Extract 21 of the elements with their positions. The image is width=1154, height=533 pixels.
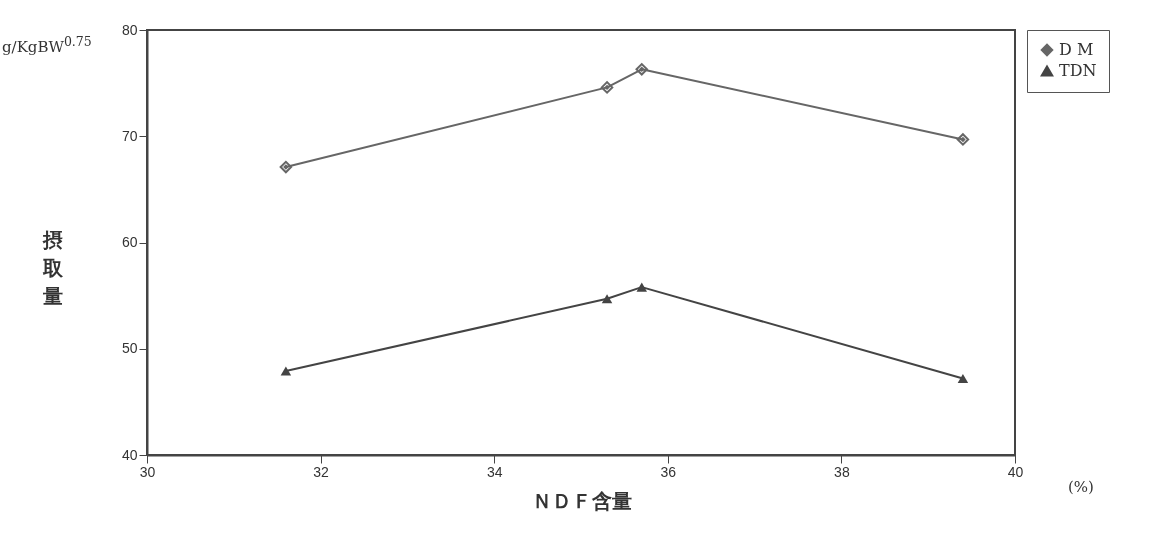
point	[956, 133, 970, 146]
legend-label: D M	[1059, 40, 1094, 59]
point	[635, 63, 648, 76]
y-tick-label: 60	[121, 234, 138, 250]
y-tick-label: 50	[121, 340, 138, 357]
x-tick-label: 32	[313, 463, 330, 480]
x-axis-title: ＮＤＦ含量	[531, 488, 632, 513]
x-tick-label: 34	[486, 463, 503, 480]
y-tick-label: 70	[121, 127, 138, 144]
x-tick-label: 40	[1007, 463, 1024, 480]
x-tick-label: 30	[139, 463, 156, 480]
y-axis-title: 摂取量	[41, 227, 64, 308]
point	[600, 81, 614, 94]
y-tick-label: 80	[121, 21, 138, 38]
text: (%)	[1068, 478, 1094, 496]
x-tick-label: 38	[834, 463, 850, 480]
y-tick-label: 40	[121, 446, 138, 463]
point	[279, 160, 293, 174]
text: g/KgBW$^{0.75}$	[2, 34, 92, 56]
legend-label: TDN	[1059, 61, 1097, 80]
x-tick-label: 36	[660, 463, 677, 480]
